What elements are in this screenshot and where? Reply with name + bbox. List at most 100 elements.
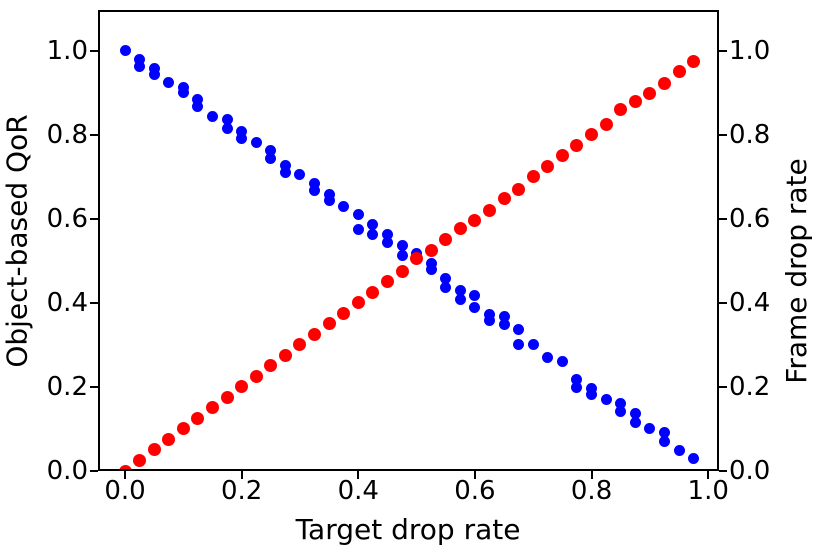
data-point-framedrop (657, 76, 671, 90)
data-point-qor (206, 111, 218, 123)
x-tick-label: 0.0 (104, 476, 146, 506)
left-y-tick-label: 0.6 (46, 203, 88, 234)
data-point-qor (571, 381, 583, 393)
data-point-qor (440, 272, 452, 284)
data-point-qor (673, 445, 685, 457)
data-point-framedrop (643, 87, 657, 101)
right-y-tick-label: 0.2 (729, 371, 771, 402)
data-point-qor (192, 100, 204, 112)
left-y-axis-label-wrap: Object-based QoR (1, 0, 34, 481)
data-point-framedrop (468, 213, 482, 227)
data-point-framedrop (351, 296, 365, 310)
data-point-qor (119, 45, 131, 57)
data-point-qor (265, 145, 277, 157)
data-point-framedrop (526, 170, 540, 184)
data-point-qor (469, 301, 481, 313)
right-y-tick-mark (719, 385, 727, 388)
left-y-tick-label: 0.0 (46, 456, 88, 486)
data-point-qor (425, 264, 437, 276)
data-point-qor (352, 209, 364, 221)
data-point-qor (163, 76, 175, 88)
data-point-qor (221, 114, 233, 126)
right-y-tick-label: 0.8 (729, 119, 771, 150)
data-point-framedrop (322, 316, 336, 330)
data-point-qor (425, 258, 437, 270)
data-point-qor (279, 166, 291, 178)
data-point-qor (148, 69, 160, 80)
x-tick-mark (707, 471, 710, 479)
x-tick-mark (473, 471, 476, 479)
left-y-axis-label: Object-based QoR (1, 113, 34, 368)
data-point-framedrop (293, 338, 307, 352)
data-point-qor (644, 422, 656, 434)
data-point-qor (221, 122, 233, 134)
data-point-qor (513, 339, 525, 351)
data-point-qor (658, 427, 670, 439)
data-point-framedrop (614, 102, 628, 116)
data-point-framedrop (118, 464, 132, 469)
data-point-framedrop (308, 327, 322, 341)
left-y-tick-label: 0.8 (46, 119, 88, 150)
data-point-qor (586, 382, 598, 394)
data-point-qor (629, 417, 641, 429)
data-point-framedrop (555, 149, 569, 163)
data-point-framedrop (453, 222, 467, 236)
right-y-tick-mark (719, 49, 727, 52)
data-point-framedrop (570, 138, 584, 152)
data-point-framedrop (687, 55, 701, 69)
data-point-framedrop (133, 453, 147, 467)
data-point-qor (615, 406, 627, 418)
x-tick-mark (240, 471, 243, 479)
data-point-qor (134, 54, 146, 66)
data-point-qor (323, 189, 335, 201)
data-point-qor (454, 285, 466, 297)
right-y-tick-label: 0.4 (729, 287, 771, 318)
data-point-qor (323, 195, 335, 207)
right-y-axis-label-wrap: Frame drop rate (780, 30, 813, 511)
data-point-qor (265, 152, 277, 164)
right-y-tick-label: 1.0 (729, 35, 771, 66)
data-point-qor (381, 237, 393, 249)
x-axis-label: Target drop rate (295, 513, 521, 546)
data-point-framedrop (176, 422, 190, 436)
data-point-qor (134, 60, 146, 72)
data-point-framedrop (249, 369, 263, 383)
x-tick-label: 0.8 (570, 476, 613, 506)
right-y-axis-label: Frame drop rate (780, 157, 813, 384)
data-point-qor (338, 200, 350, 212)
data-point-framedrop (541, 159, 555, 173)
data-point-qor (469, 289, 481, 301)
data-point-framedrop (424, 243, 438, 257)
data-point-qor (309, 177, 321, 189)
data-point-framedrop (497, 192, 511, 206)
data-point-qor (513, 323, 525, 335)
data-point-qor (279, 160, 291, 172)
right-y-tick-mark (719, 470, 727, 472)
data-point-framedrop (439, 232, 453, 246)
data-point-qor (527, 339, 539, 351)
left-y-tick-mark (90, 49, 98, 52)
data-point-qor (148, 63, 160, 75)
data-point-framedrop (264, 359, 278, 373)
left-y-tick-mark (90, 217, 98, 220)
data-point-qor (396, 249, 408, 261)
x-tick-label: 0.2 (220, 476, 263, 506)
data-point-framedrop (366, 286, 380, 300)
data-point-qor (556, 356, 568, 368)
data-point-qor (309, 184, 321, 196)
data-point-qor (381, 229, 393, 241)
data-point-qor (498, 311, 510, 323)
x-tick-label: 0.4 (337, 476, 379, 506)
data-point-framedrop (585, 128, 599, 142)
left-y-tick-mark (90, 385, 98, 388)
data-point-qor (600, 393, 612, 405)
data-point-framedrop (628, 95, 642, 109)
data-point-framedrop (380, 275, 394, 289)
data-point-framedrop (337, 306, 351, 320)
data-point-qor (484, 315, 495, 327)
data-point-framedrop (278, 348, 292, 362)
data-point-qor (294, 169, 306, 181)
data-point-qor (367, 229, 379, 241)
data-point-qor (542, 351, 554, 363)
